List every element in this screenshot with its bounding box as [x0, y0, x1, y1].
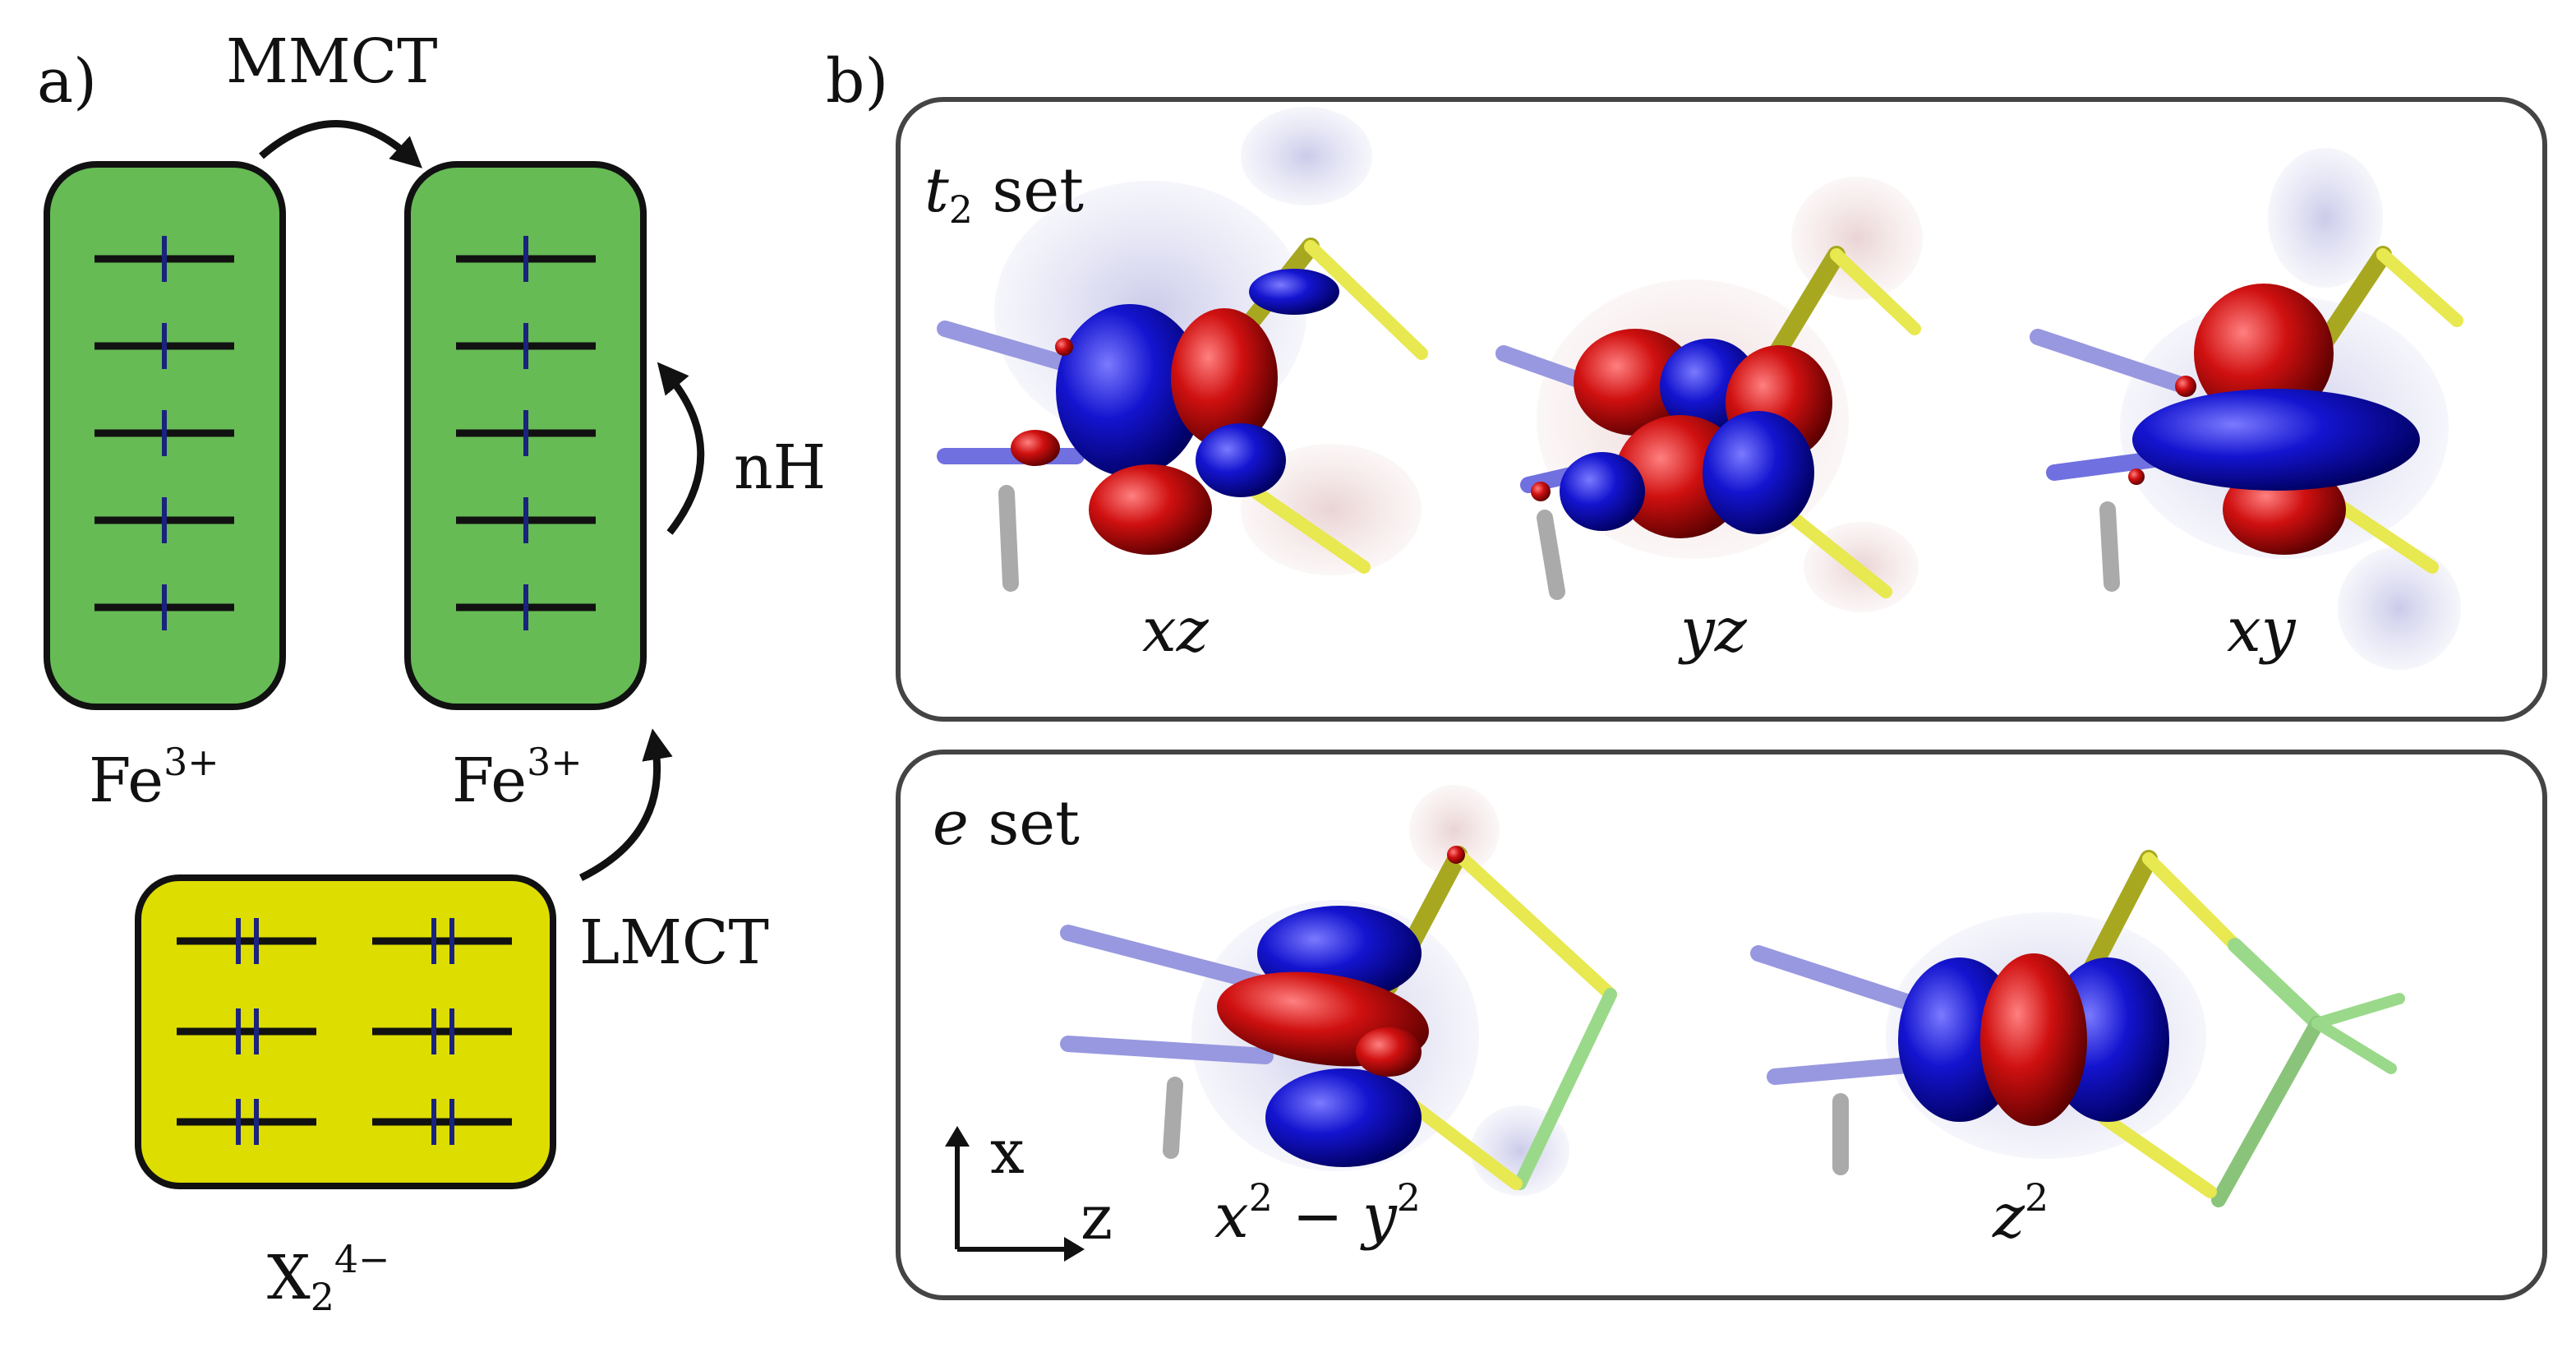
e-set-panel — [896, 750, 2547, 1300]
t2-set-title: t2 set — [924, 155, 1084, 232]
energy-diagram — [44, 120, 705, 1189]
ligand-label: X24− — [267, 1237, 390, 1319]
panel-a-label: a) — [37, 46, 97, 117]
axis-label-z: z — [1081, 1183, 1113, 1253]
orbital-label-xz: xz — [1142, 595, 1209, 666]
axis-label-x: x — [990, 1117, 1025, 1188]
fe-label-left: Fe3+ — [89, 740, 219, 817]
mmct-arrow — [259, 120, 422, 168]
panel-b-label: b) — [826, 46, 889, 117]
orbital-x2-y2-render — [1060, 785, 1617, 1196]
fe-levels-left — [94, 236, 234, 630]
lmct-label: LMCT — [579, 907, 769, 978]
orbital-label-xy: xy — [2227, 595, 2296, 666]
ligand-box — [135, 874, 556, 1189]
orbital-label-x2-y2: x2 − y2 — [1214, 1175, 1421, 1253]
lmct-arrow — [579, 728, 673, 882]
orbital-yz-render — [1495, 177, 1923, 612]
orbital-label-yz: yz — [1680, 595, 1747, 666]
fe-label-right: Fe3+ — [452, 740, 583, 817]
fe-levels-right — [456, 236, 596, 630]
orbital-z2-render — [1750, 850, 2405, 1207]
mmct-label: MMCT — [226, 26, 438, 97]
orbital-label-z2: z2 — [1993, 1175, 2049, 1253]
nh-label: nH — [734, 432, 827, 503]
nh-arrow — [657, 362, 705, 535]
orbital-xz-render — [937, 107, 1428, 592]
ligand-levels — [177, 918, 512, 1145]
orbital-xy-render — [2030, 148, 2463, 670]
axis-triad — [945, 1126, 1085, 1262]
e-set-title: e set — [933, 788, 1080, 859]
